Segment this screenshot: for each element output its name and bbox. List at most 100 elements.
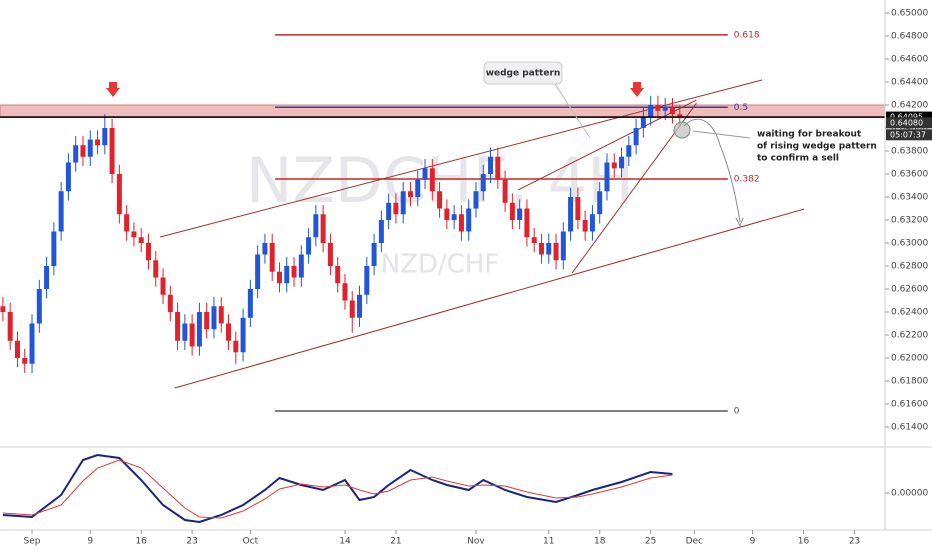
plot-area: 0.618 0.5 0.382 0 [0,30,886,524]
candle-body [306,237,312,255]
x-tick-label: Dec [686,537,703,547]
countdown-tag [886,129,932,141]
candle-body [29,323,35,364]
candle-body [553,243,559,261]
candle-body [407,191,413,197]
candle-body [233,340,239,353]
candle-body [400,191,406,215]
x-tick-label: 9 [750,537,756,547]
y-tick-label: 0.63000 [891,239,928,249]
candle-body [218,306,224,324]
candle-body [87,139,93,157]
x-tick-label: 16 [135,537,147,547]
candle-body [648,105,654,117]
candle-body [109,128,115,174]
y-tick-label: 0.63200 [891,216,928,226]
y-tick-label: 0.62400 [891,308,928,318]
x-tick-label: 21 [390,537,401,547]
candle-body [196,312,202,347]
candle-body [80,145,86,157]
trendline [159,79,763,238]
candle-body [189,323,195,347]
candle-body [14,340,20,358]
x-tick-label: 23 [186,537,197,547]
candle-body [145,243,151,261]
y-tick-label: 0.63800 [891,147,928,157]
candle-body [437,191,443,209]
annotation: wedge pattern [486,69,561,79]
candle-body [131,231,137,238]
candle-body [138,237,144,243]
candle-body [371,243,377,266]
y-tick-label: 0.64200 [891,101,928,111]
candle-body [65,162,71,192]
y-tick-label: 0.61600 [891,400,928,410]
candle-body [451,214,457,220]
x-tick-label: 18 [594,537,606,547]
candle-body [611,162,617,169]
x-tick-label: Sep [24,537,41,547]
annotation: waiting for breakout [757,130,862,140]
candle-body [204,312,210,330]
candle-body [226,323,232,341]
fib-label: 0.382 [734,174,760,184]
candle-body [488,156,494,174]
callout-line [692,130,751,139]
candle-body [291,266,297,278]
candle-body [444,208,450,220]
y-tick-label: 0.63400 [891,193,928,203]
y-tick-label: 0.64800 [891,32,928,42]
candle-body [124,214,130,232]
candle-body [269,243,275,272]
candle-body [626,145,632,157]
candle-body [240,317,246,353]
candle-body [276,271,282,284]
candle-body [662,107,668,111]
oscillator-line [2,459,673,519]
x-tick-label: 16 [798,537,810,547]
candle-body [364,266,370,295]
candle-body [0,306,6,312]
candle-body [531,237,537,243]
x-tick-label: 25 [645,537,656,547]
candle-body [44,266,50,289]
y-tick-label: 0.65000 [891,9,928,19]
y-tick-label: 0.62200 [891,331,928,341]
candle-body [349,300,355,318]
candle-body [524,208,530,238]
price-tag [886,117,932,129]
projection-path [683,118,741,223]
trendline [174,208,805,389]
callout-line [554,83,591,139]
candle-body [51,231,57,266]
candle-body [153,260,159,278]
candle-body [313,214,319,238]
candle-body [568,197,574,232]
candle-body [458,214,464,232]
oscillator-line [2,453,673,524]
candle-body [560,231,566,261]
candle-body [342,283,348,301]
y-tick-label: 0.61400 [891,423,928,433]
candle-body [95,139,101,146]
annotation-box [750,126,870,168]
projection-arrowhead [735,217,744,228]
countdown: 05:07:37 [890,130,926,139]
candle-body [495,156,501,180]
candle-body [640,116,646,128]
candle-body [589,214,595,232]
candle-body [167,294,173,312]
candle-body [415,179,421,197]
fib-label: 0.618 [734,30,760,40]
down-arrow [630,82,644,97]
x-tick-label: 9 [87,537,93,547]
candle-body [473,191,479,209]
y-tick-label: 0.64600 [891,55,928,65]
candle-body [211,306,217,330]
candle-body [73,145,79,163]
candle-body [247,289,253,318]
candle-body [509,202,515,220]
candle-body [255,254,261,289]
trendline [517,99,697,191]
